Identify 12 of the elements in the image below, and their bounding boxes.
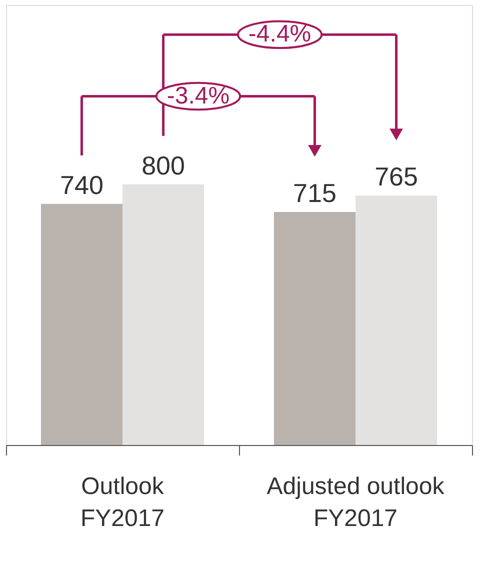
bar xyxy=(356,196,438,445)
annotation: -4.4% xyxy=(248,20,312,48)
bar xyxy=(122,184,204,445)
bar xyxy=(274,212,356,445)
data-label: 765 xyxy=(374,162,418,192)
data-label: 800 xyxy=(142,150,185,180)
x-tick-label: Adjusted outlook FY2017 xyxy=(266,473,446,532)
data-label: 740 xyxy=(60,170,104,200)
data-label: 715 xyxy=(293,178,336,208)
bar xyxy=(40,204,122,445)
annotation: -3.4% xyxy=(166,82,230,110)
x-tick-label: Outlook FY2017 xyxy=(80,473,165,532)
